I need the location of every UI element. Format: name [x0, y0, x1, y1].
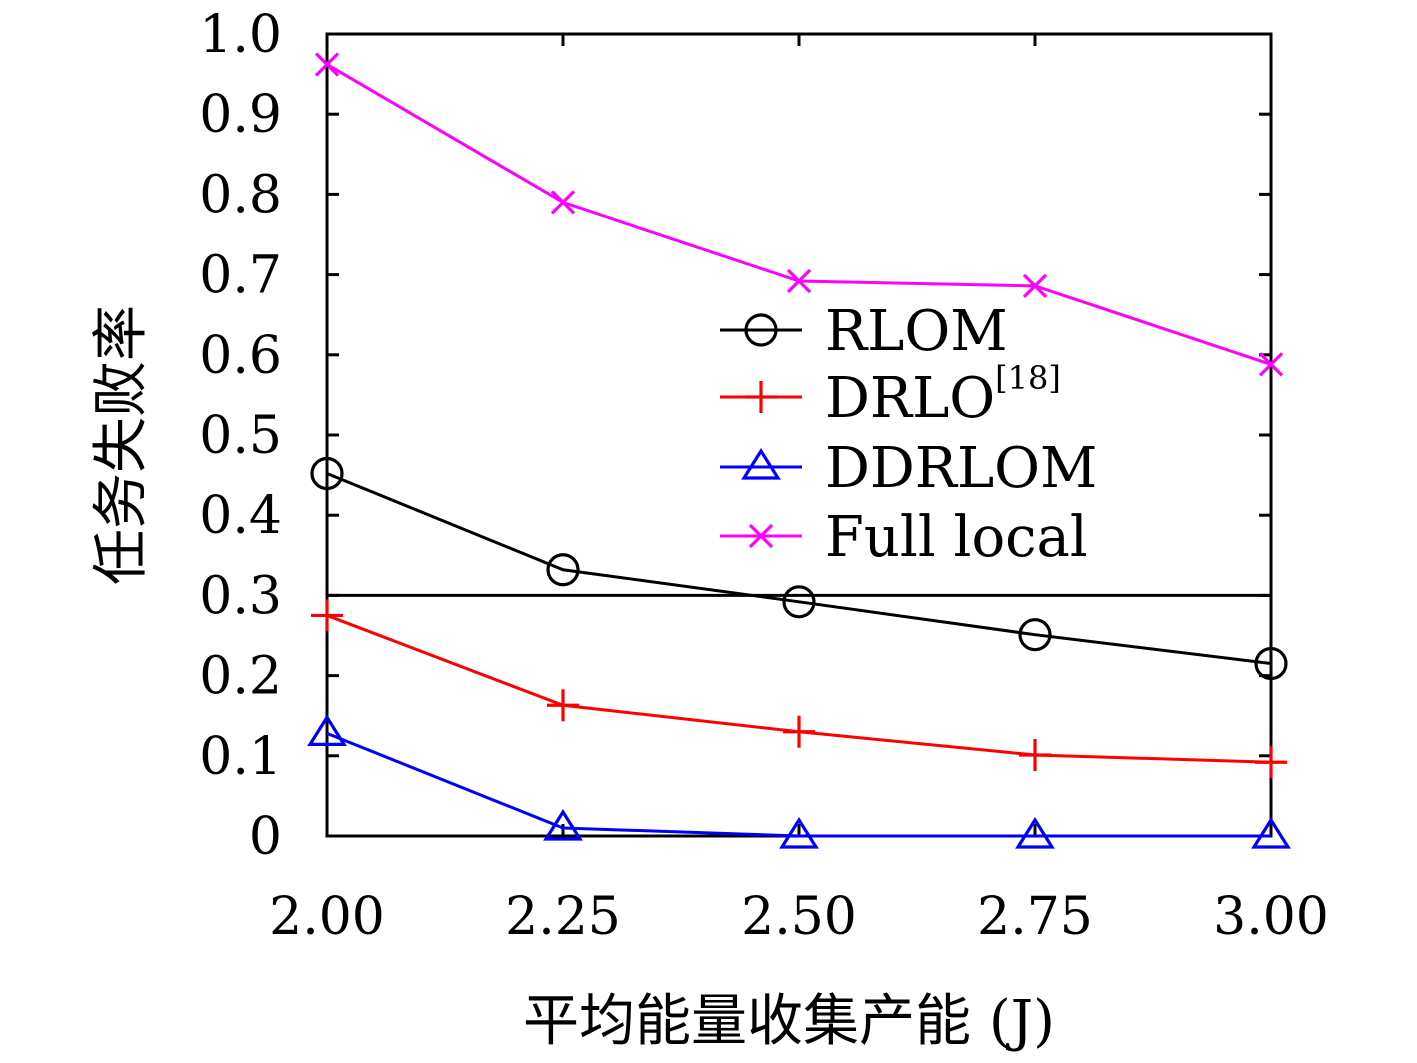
- data-point-plus: [1019, 738, 1051, 771]
- legend-label: DDRLOM: [825, 436, 1097, 501]
- x-b: [748, 523, 774, 549]
- data-point-triangle: [779, 816, 819, 849]
- x-axis-title: 平均能量收集产能 (J): [523, 989, 1055, 1054]
- legend-marker-triangle: [741, 447, 781, 480]
- data-point-plus: [783, 715, 815, 748]
- y-axis-title: 任务失败率: [89, 305, 154, 585]
- data-point-triangle: [307, 714, 347, 746]
- x-b: [550, 190, 576, 215]
- x-tick-label: 2.75: [977, 887, 1093, 947]
- y-tick-label: 0.5: [199, 406, 282, 466]
- data-point-x: [550, 190, 576, 215]
- tick-layer: 0 0.1 0.2 0.3 0.4 0.5 0.6 0.7 0.8 0.9 1.0 2.00 2.25 2…: [199, 5, 1329, 947]
- legend-marker-x: [748, 523, 774, 549]
- series-ddrlom: [307, 714, 1291, 849]
- data-point-circle: [1254, 646, 1288, 681]
- legend-label: Full local: [825, 505, 1088, 570]
- y-tick-label: 0.8: [199, 165, 282, 225]
- data-point-plus: [311, 599, 343, 632]
- plot-frame-layer: [325, 32, 1273, 838]
- y-tick-label: 0: [249, 807, 282, 867]
- legend-superscript: [18]: [995, 359, 1061, 397]
- x-tick-label: 3.00: [1213, 887, 1329, 947]
- y-tick-label: 0.9: [199, 85, 282, 145]
- data-point-x: [786, 268, 812, 294]
- x-b: [1022, 273, 1048, 298]
- data-point-triangle: [1251, 816, 1291, 849]
- legend-label: DRLO[18]: [825, 359, 1061, 431]
- y-tick-label: 0.4: [199, 486, 282, 546]
- series-layer: [307, 52, 1291, 849]
- series-drlo: [311, 599, 1287, 779]
- y-tick-label: 0.1: [199, 727, 282, 787]
- data-point-x: [314, 52, 340, 77]
- series-line: [326, 472, 1272, 666]
- data-point-circle: [782, 585, 816, 619]
- y-tick-label: 0.3: [199, 566, 282, 626]
- data-point-x: [1022, 273, 1048, 298]
- legend-marker-plus: [745, 381, 777, 413]
- x-b: [1258, 352, 1284, 377]
- x-b: [314, 52, 340, 77]
- y-tick-label: 0.7: [199, 246, 282, 306]
- legend-entry: DRLO[18]: [720, 359, 1061, 431]
- y-tick-label: 0.2: [199, 647, 282, 707]
- data-point-plus: [1255, 746, 1287, 779]
- series-rlom: [310, 456, 1288, 681]
- x-tick-label: 2.25: [505, 887, 621, 947]
- legend-entry: Full local: [720, 505, 1088, 570]
- data-point-circle: [546, 553, 580, 587]
- legend-entry: RLOM: [720, 299, 1008, 364]
- series-line: [326, 63, 1272, 366]
- x-tick-label: 2.00: [269, 887, 385, 947]
- y-tick-label: 1.0: [199, 5, 282, 65]
- series-line: [326, 731, 1271, 838]
- plot-frame: [325, 32, 1273, 838]
- data-point-circle: [1018, 618, 1052, 652]
- legend-label: RLOM: [825, 299, 1008, 364]
- data-point-x: [1258, 352, 1284, 377]
- data-point-circle: [310, 456, 344, 491]
- legend-entry: DDRLOM: [720, 436, 1097, 501]
- y-tick-label: 0.6: [199, 326, 282, 386]
- legend-marker-circle: [744, 313, 778, 347]
- data-point-triangle: [1015, 816, 1055, 849]
- x-b: [786, 268, 812, 294]
- series-full-local: [314, 52, 1284, 377]
- x-tick-label: 2.50: [741, 887, 857, 947]
- data-point-triangle: [543, 808, 583, 841]
- data-point-plus: [547, 689, 579, 722]
